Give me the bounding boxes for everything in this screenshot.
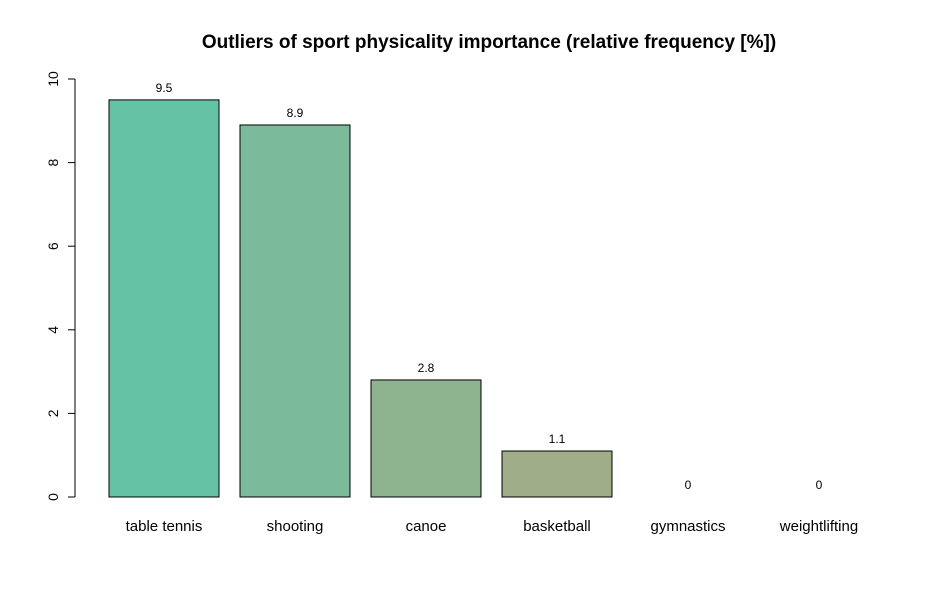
bar xyxy=(370,379,482,498)
category-label: gymnastics xyxy=(650,518,725,535)
y-tick-label: 8 xyxy=(45,158,61,166)
category-label: shooting xyxy=(267,518,324,535)
data-label: 0 xyxy=(685,478,692,492)
data-label: 0 xyxy=(816,478,823,492)
category-label: weightlifting xyxy=(779,518,858,535)
bar xyxy=(501,450,613,498)
data-label: 9.5 xyxy=(156,81,173,95)
bar xyxy=(239,124,351,498)
data-label: 1.1 xyxy=(549,432,566,446)
data-labels: 9.5 8.9 2.8 1.1 0 0 xyxy=(156,81,823,492)
y-tick-label: 2 xyxy=(45,409,61,417)
y-tick-label: 0 xyxy=(45,493,61,501)
category-label: basketball xyxy=(523,518,591,535)
y-axis: 0 2 4 6 8 10 xyxy=(45,71,76,501)
data-label: 2.8 xyxy=(418,361,435,375)
category-label: table tennis xyxy=(126,518,203,535)
chart-title: Outliers of sport physicality importance… xyxy=(202,32,776,53)
category-label: canoe xyxy=(406,518,447,535)
y-tick-label: 6 xyxy=(45,242,61,250)
bars xyxy=(108,99,613,498)
y-tick-label: 10 xyxy=(45,71,61,87)
data-label: 8.9 xyxy=(287,106,304,120)
y-tick-label: 4 xyxy=(45,326,61,334)
category-labels: table tennis shooting canoe basketball gymna… xyxy=(126,518,859,535)
bar xyxy=(108,99,220,498)
